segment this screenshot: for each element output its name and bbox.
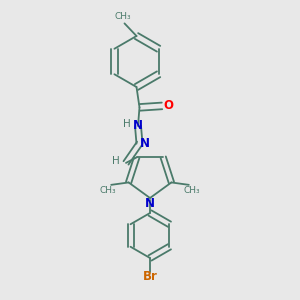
Text: H: H bbox=[112, 156, 119, 167]
Text: Br: Br bbox=[142, 270, 158, 284]
Text: N: N bbox=[133, 119, 143, 133]
Text: H: H bbox=[123, 118, 130, 129]
Text: N: N bbox=[140, 137, 150, 150]
Text: CH₃: CH₃ bbox=[184, 186, 200, 195]
Text: CH₃: CH₃ bbox=[115, 12, 131, 21]
Text: N: N bbox=[145, 197, 155, 210]
Text: CH₃: CH₃ bbox=[100, 186, 116, 195]
Text: O: O bbox=[164, 99, 174, 112]
